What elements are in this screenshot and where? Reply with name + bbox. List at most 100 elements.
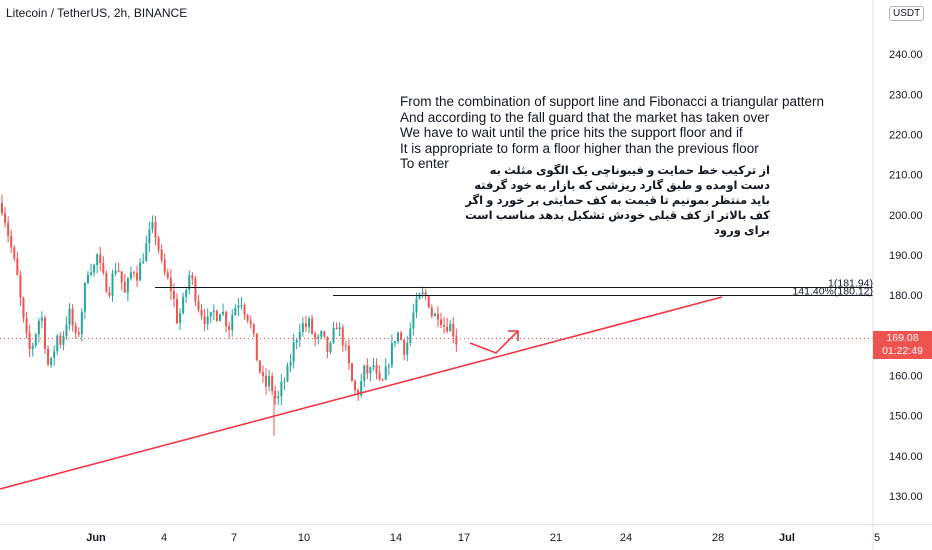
y-tick-label: 140.00 [889,451,923,463]
candle-body [427,295,430,308]
y-tick-label: 210.00 [889,170,923,182]
candle-body [314,333,317,339]
candle-body [77,332,80,335]
candle-body [123,282,126,293]
candle-body [28,332,31,350]
candle-body [43,317,46,349]
candle-body [338,327,341,330]
candle-body [50,357,53,365]
candle-body [375,365,378,373]
candle-body [240,305,243,307]
fib-level-label: 1(181.94) [828,278,873,290]
candle-body [249,320,252,325]
candle-body [298,332,301,340]
candle-body [354,381,357,391]
y-tick-label: 240.00 [889,49,923,61]
candle-body [68,308,71,325]
candle-body [93,264,96,273]
candle-body [424,292,427,296]
candle-body [363,365,366,382]
candle-body [86,274,89,284]
candle-body [341,327,344,346]
candlestick-series [1,194,458,436]
candle-body [274,390,277,399]
candle-body [231,315,234,330]
candle-body [19,274,22,298]
candle-body [96,254,99,265]
candle-body [387,365,390,367]
candle-body [258,360,261,373]
candle-body [37,320,40,335]
candle-body [261,372,264,376]
candle-body [237,305,240,308]
chart-legend-title: Litecoin / TetherUS, 2h, BINANCE [6,6,188,20]
candle-body [455,336,458,345]
annotation-english: From the combination of support line and… [400,94,824,171]
candle-body [436,313,439,320]
candle-body [403,339,406,355]
y-tick-label: 230.00 [889,89,923,101]
candle-body [47,348,50,365]
candle-body [280,381,283,397]
candle-body [90,272,93,275]
candle-body [139,262,142,281]
x-tick-label: 17 [458,532,470,544]
candle-body [80,311,83,335]
candle-body [225,311,228,327]
candle-body [347,345,350,364]
candle-body [111,273,114,296]
currency-badge[interactable]: USDT [889,6,925,21]
candle-body [283,381,286,383]
candle-body [446,326,449,332]
candle-body [393,341,396,344]
candle-body [350,363,353,382]
candle-body [172,291,175,299]
candle-body [384,366,387,380]
candle-body [200,309,203,316]
x-tick-label: Jun [86,532,106,544]
candle-body [34,334,37,346]
y-tick-label: 130.00 [889,491,923,503]
candle-body [102,263,105,273]
candle-body [372,365,375,368]
fibonacci-levels: 1(181.94)141.40%(180.12) [155,278,873,298]
bar-countdown: 01:22:49 [882,345,923,357]
candle-body [440,319,443,326]
candle-body [277,396,280,399]
candle-body [271,375,274,391]
candle-body [1,202,3,214]
candle-body [326,336,329,352]
candle-body [252,324,255,334]
candle-body [433,313,436,317]
time-axis: Jun 4 7 10 14 17 21 24 28 Jul 5 [86,532,880,544]
x-tick-label: 21 [550,532,562,544]
candle-body [292,342,295,362]
candle-body [16,258,19,275]
candle-body [222,311,225,315]
candle-body [197,301,200,310]
candle-body [360,381,363,396]
candle-body [188,275,191,290]
support-trend-line [0,296,723,490]
candle-body [218,314,221,322]
candle-body [335,327,338,330]
candle-body [59,335,62,345]
candle-body [311,318,314,334]
candle-body [53,351,56,358]
y-tick-label: 200.00 [889,210,923,222]
x-tick-label: Jul [779,532,795,544]
candle-body [10,235,13,248]
candle-body [286,365,289,382]
candle-body [25,317,28,333]
candle-body [166,272,169,278]
candle-body [120,271,123,283]
candle-body [40,317,43,321]
candle-body [357,390,360,396]
candle-body [289,361,292,366]
candle-body [366,365,369,374]
candle-body [381,379,384,381]
candle-body [332,327,335,343]
candle-body [136,272,139,281]
candle-body [160,249,163,260]
